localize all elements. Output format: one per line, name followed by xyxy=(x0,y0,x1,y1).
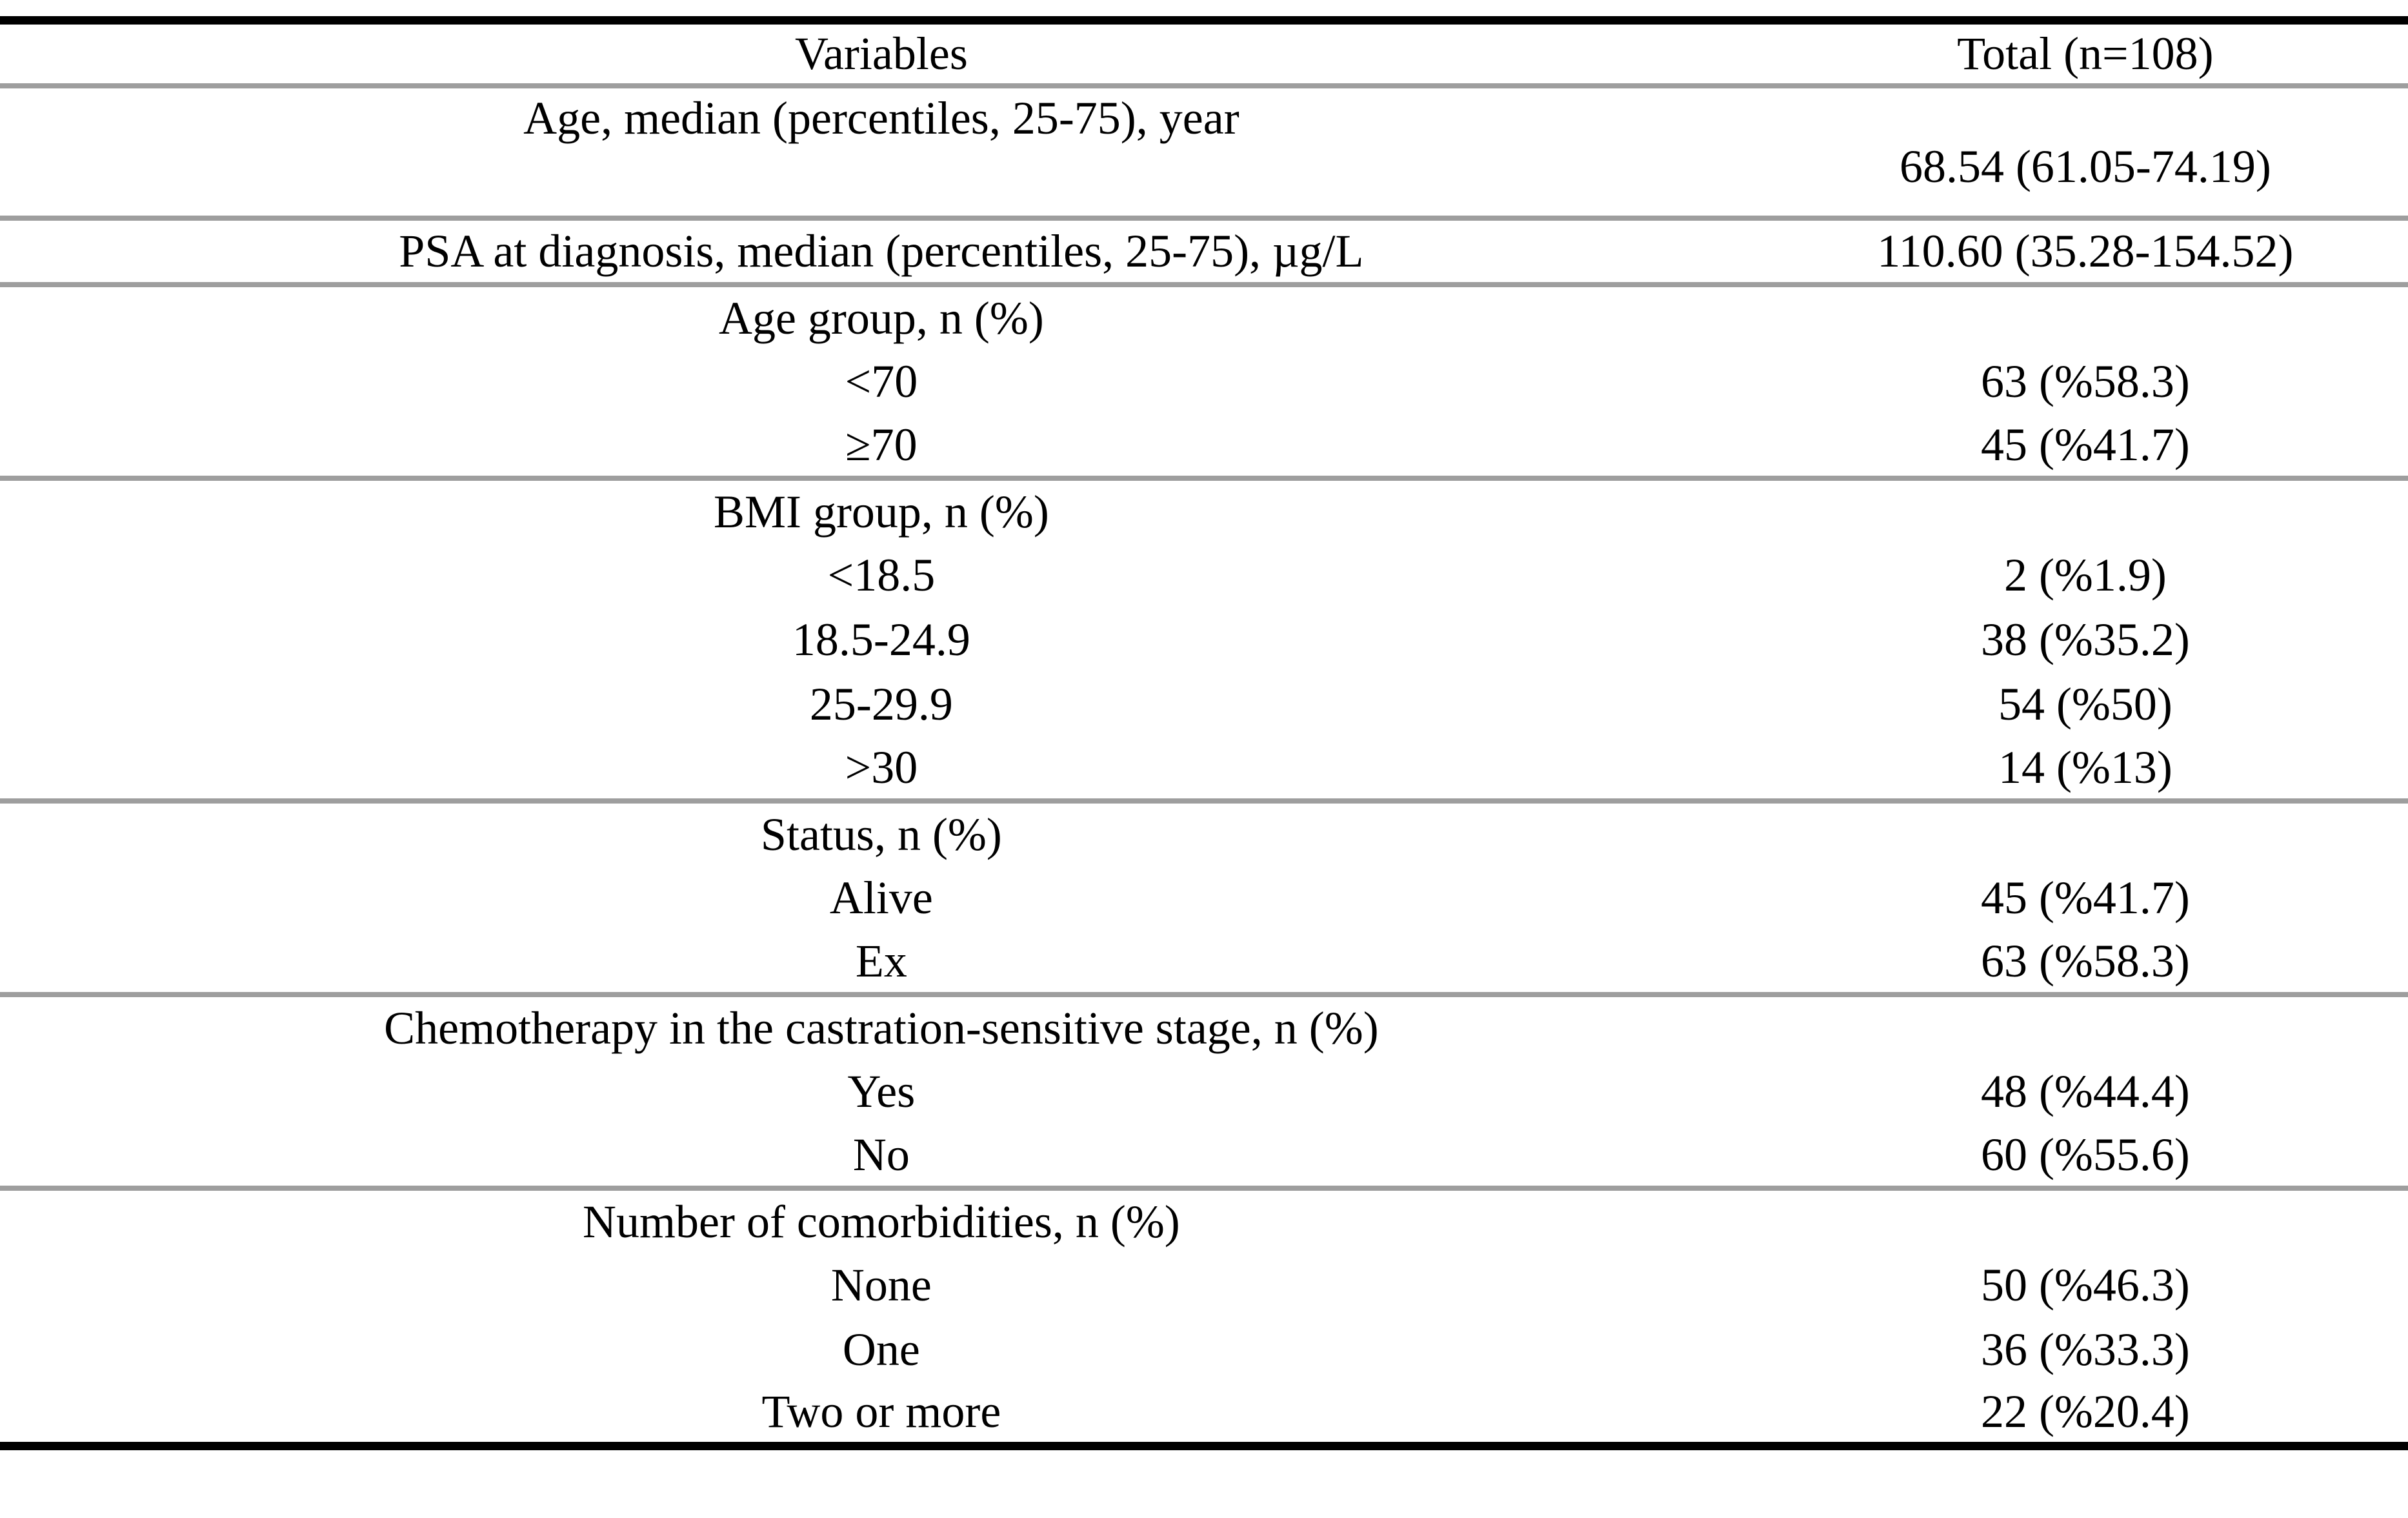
variable-label: PSA at diagnosis, median (percentiles, 2… xyxy=(0,218,1763,287)
total-value xyxy=(1763,478,2408,543)
total-value: 54 (%50) xyxy=(1998,678,2172,730)
variable-label: <70 xyxy=(845,355,918,407)
total-value: 63 (%58.3) xyxy=(1980,355,2190,407)
table-row: Two or more 22 (%20.4) xyxy=(0,1382,2408,1446)
table-row: PSA at diagnosis, median (percentiles, 2… xyxy=(0,218,2408,287)
total-value: 48 (%44.4) xyxy=(1980,1065,2190,1117)
total-value: 45 (%41.7) xyxy=(1762,413,2408,481)
table-section-row: BMI group, n (%) xyxy=(0,478,2408,543)
table-row: >30 14 (%13) xyxy=(0,736,2408,804)
total-value: 60 (%55.6) xyxy=(1762,1123,2408,1191)
table-section-row: Status, n (%) xyxy=(0,801,2408,865)
variable-label: >30 xyxy=(0,736,1763,804)
column-header-variables: Variables xyxy=(0,20,1763,88)
table-section-row: Chemotherapy in the castration-sensitive… xyxy=(0,995,2408,1059)
variable-label: 18.5-24.9 xyxy=(792,613,970,665)
total-value: 110.60 (35.28-154.52) xyxy=(1762,218,2408,287)
total-value: 36 (%33.3) xyxy=(1980,1323,2190,1375)
table-row: <18.5 2 (%1.9) xyxy=(0,543,2408,607)
variable-label: <18.5 xyxy=(827,549,936,601)
table-row: ≥70 45 (%41.7) xyxy=(0,413,2408,481)
total-value xyxy=(1763,801,2408,865)
table-row: Yes 48 (%44.4) xyxy=(0,1059,2408,1124)
table-row: One 36 (%33.3) xyxy=(0,1317,2408,1382)
variable-label: None xyxy=(830,1259,932,1311)
total-value: 2 (%1.9) xyxy=(2003,549,2167,601)
page: { "table": { "columns": { "variables": "… xyxy=(0,16,2408,1518)
variable-label: Alive xyxy=(829,871,933,924)
variable-label: Two or more xyxy=(761,1386,1001,1438)
patient-characteristics-table: Variables Total (n=108) Age, median (per… xyxy=(0,16,2408,1450)
variable-label: Age, median (percentiles, 25-75), year xyxy=(0,85,1763,221)
table-row: <70 63 (%58.3) xyxy=(0,349,2408,414)
total-value: 50 (%46.3) xyxy=(1980,1259,2190,1311)
table-row: Alive 45 (%41.7) xyxy=(0,865,2408,930)
total-value: 68.54 (61.05-74.19) xyxy=(1762,85,2408,221)
section-label: Age group, n (%) xyxy=(718,292,1044,344)
variable-label: No xyxy=(0,1123,1763,1191)
total-value xyxy=(1763,1188,2408,1253)
variable-label: One xyxy=(842,1323,920,1375)
table-row: 25-29.9 54 (%50) xyxy=(0,672,2408,736)
section-label: BMI group, n (%) xyxy=(713,485,1049,538)
column-header-total: Total (n=108) xyxy=(1762,20,2408,88)
section-label: Status, n (%) xyxy=(760,808,1002,860)
section-label: Number of comorbidities, n (%) xyxy=(583,1195,1180,1248)
table-header-row: Variables Total (n=108) xyxy=(0,20,2408,88)
table-row: Age, median (percentiles, 25-75), year 6… xyxy=(0,85,2408,221)
table-row: Ex 63 (%58.3) xyxy=(0,929,2408,997)
variable-label: ≥70 xyxy=(0,413,1763,481)
total-value: 22 (%20.4) xyxy=(1980,1386,2190,1438)
total-value xyxy=(1763,995,2408,1059)
total-value: 14 (%13) xyxy=(1762,736,2408,804)
variable-label: Ex xyxy=(0,929,1763,997)
total-value xyxy=(1763,285,2408,349)
section-label: Chemotherapy in the castration-sensitive… xyxy=(384,1002,1379,1054)
table-row: None 50 (%46.3) xyxy=(0,1253,2408,1317)
variable-label: 25-29.9 xyxy=(809,678,953,730)
total-value: 63 (%58.3) xyxy=(1762,929,2408,997)
variable-label: Yes xyxy=(847,1065,916,1117)
total-value: 38 (%35.2) xyxy=(1980,613,2190,665)
table-row: 18.5-24.9 38 (%35.2) xyxy=(0,607,2408,672)
table-section-row: Age group, n (%) xyxy=(0,285,2408,349)
total-value: 45 (%41.7) xyxy=(1980,871,2190,924)
table-row: No 60 (%55.6) xyxy=(0,1123,2408,1191)
table-section-row: Number of comorbidities, n (%) xyxy=(0,1188,2408,1253)
